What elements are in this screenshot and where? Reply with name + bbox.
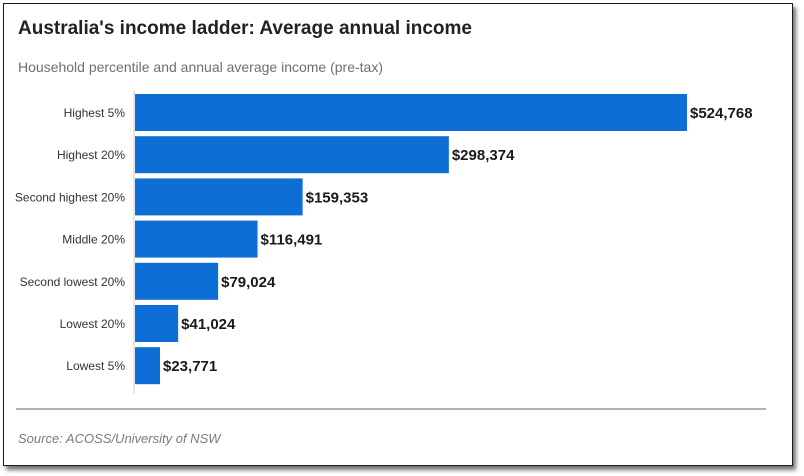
bar-0 (135, 94, 687, 131)
value-label: $524,768 (690, 105, 753, 122)
value-label: $79,024 (221, 274, 276, 291)
category-label: Lowest 20% (60, 317, 126, 331)
chart-title: Australia's income ladder: Average annua… (18, 18, 472, 39)
chart-frame: Australia's income ladder: Average annua… (3, 3, 793, 466)
category-label: Highest 5% (64, 106, 126, 120)
value-label: $41,024 (181, 316, 236, 333)
category-label: Second lowest 20% (20, 275, 126, 289)
value-label: $298,374 (452, 147, 515, 164)
source-note: Source: ACOSS/University of NSW (18, 431, 221, 446)
category-label: Second highest 20% (15, 190, 125, 204)
value-label: $159,353 (306, 189, 369, 206)
value-label: $116,491 (261, 232, 323, 249)
chart-subtitle: Household percentile and annual average … (18, 59, 383, 75)
bar-5 (135, 305, 179, 342)
bar-3 (135, 220, 258, 258)
bar-1 (135, 136, 449, 174)
category-label: Middle 20% (62, 233, 125, 247)
value-label: $23,771 (163, 358, 217, 375)
bar-2 (135, 178, 303, 216)
bar-6 (135, 347, 161, 385)
bar-chart: Highest 5% $524,768 Highest 20% $298,374 Sec… (15, 91, 766, 410)
category-label: Lowest 5% (66, 359, 125, 373)
bar-4 (135, 262, 219, 300)
category-label: Highest 20% (57, 148, 125, 162)
